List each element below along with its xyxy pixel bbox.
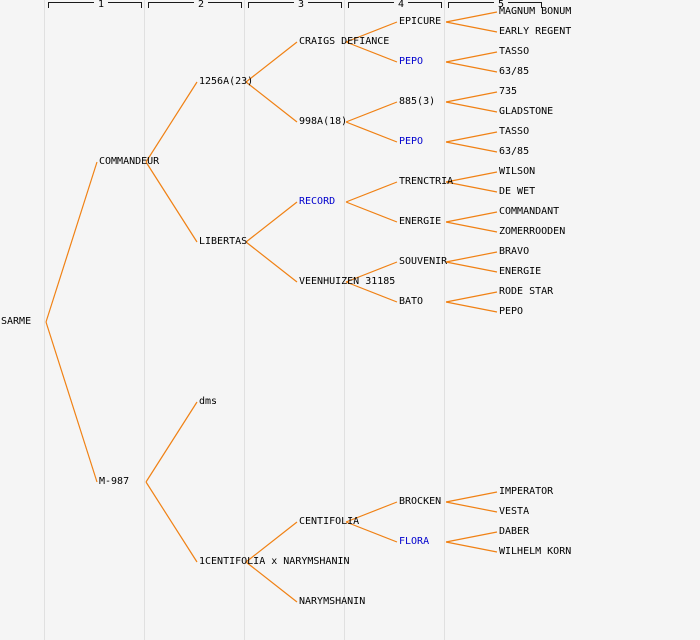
tree-node-1centifolia-x-narymshanin[interactable]: 1CENTIFOLIA x NARYMSHANIN [199, 556, 350, 567]
column-header-label: 5 [494, 0, 508, 10]
tree-node-energie-2[interactable]: ENERGIE [499, 266, 542, 277]
tree-node-wilson[interactable]: WILSON [499, 166, 536, 177]
tree-edge [445, 541, 498, 553]
column-gridline [444, 0, 445, 640]
tree-edge [345, 121, 398, 143]
tree-node-de-wet[interactable]: DE WET [499, 186, 536, 197]
tree-node-imperator[interactable]: IMPERATOR [499, 486, 554, 497]
tree-node-commandant[interactable]: COMMANDANT [499, 206, 560, 217]
tree-edge [245, 521, 298, 563]
tree-node-wilhelm-korn[interactable]: WILHELM KORN [499, 546, 572, 557]
tree-node-gladstone[interactable]: GLADSTONE [499, 106, 554, 117]
tree-edge [245, 241, 298, 283]
tree-node-commandeur[interactable]: COMMANDEUR [99, 156, 160, 167]
tree-node-zomerrooden[interactable]: ZOMERROODEN [499, 226, 566, 237]
tree-node-vesta[interactable]: VESTA [499, 506, 530, 517]
tree-node-craigs-defiance[interactable]: CRAIGS DEFIANCE [299, 36, 390, 47]
tree-node-sarme[interactable]: SARME [1, 316, 32, 327]
tree-edge [245, 41, 298, 83]
tree-edge [445, 491, 498, 503]
tree-node-pepo-2[interactable]: PEPO [399, 136, 424, 147]
tree-node-libertas[interactable]: LIBERTAS [199, 236, 248, 247]
tree-edge [145, 81, 198, 163]
column-gridline [344, 0, 345, 640]
tree-edge [145, 401, 198, 483]
tree-edge [445, 531, 498, 543]
tree-node-bato[interactable]: BATO [399, 296, 424, 307]
tree-edge [445, 131, 498, 143]
tree-node-energie-1[interactable]: ENERGIE [399, 216, 442, 227]
tree-edge [45, 161, 98, 323]
tree-edge [445, 251, 498, 263]
tree-edge [345, 261, 398, 283]
tree-node-magnum-bonum[interactable]: MAGNUM BONUM [499, 6, 572, 17]
tree-node-record[interactable]: RECORD [299, 196, 336, 207]
column-header-label: 3 [294, 0, 308, 10]
tree-node-m-987[interactable]: M-987 [99, 476, 130, 487]
tree-edge [245, 561, 298, 603]
tree-node-tasso-1[interactable]: TASSO [499, 46, 530, 57]
tree-node-bravo[interactable]: BRAVO [499, 246, 530, 257]
tree-edge [445, 221, 498, 233]
tree-node-narymshanin[interactable]: NARYMSHANIN [299, 596, 366, 607]
tree-node-epicure[interactable]: EPICURE [399, 16, 442, 27]
tree-node-pepo-3[interactable]: PEPO [499, 306, 524, 317]
tree-edge [345, 101, 398, 123]
tree-node-1256a-23[interactable]: 1256A(23) [199, 76, 254, 87]
tree-edge [145, 161, 198, 243]
tree-edge [345, 41, 398, 63]
tree-edge [145, 481, 198, 563]
column-header-label: 4 [394, 0, 408, 10]
tree-node-daber[interactable]: DABER [499, 526, 530, 537]
tree-node-veenhuizen-31185[interactable]: VEENHUIZEN 31185 [299, 276, 396, 287]
tree-edge [445, 181, 498, 193]
tree-edge [445, 101, 498, 113]
tree-node-souvenir[interactable]: SOUVENIR [399, 256, 448, 267]
tree-edge [445, 61, 498, 73]
tree-node-early-regent[interactable]: EARLY REGENT [499, 26, 572, 37]
tree-node-63-85-1[interactable]: 63/85 [499, 66, 530, 77]
column-gridline [44, 0, 45, 640]
tree-edge [445, 91, 498, 103]
tree-node-centifolia[interactable]: CENTIFOLIA [299, 516, 360, 527]
tree-edge [445, 11, 498, 23]
tree-node-998a-18[interactable]: 998A(18) [299, 116, 348, 127]
tree-node-735[interactable]: 735 [499, 86, 518, 97]
tree-edge [345, 21, 398, 43]
tree-edge [445, 141, 498, 153]
tree-node-63-85-2[interactable]: 63/85 [499, 146, 530, 157]
tree-edge [445, 501, 498, 513]
tree-edge [445, 291, 498, 303]
tree-node-dms[interactable]: dms [199, 396, 218, 407]
tree-edge [245, 201, 298, 243]
tree-edge [345, 501, 398, 523]
tree-edge [445, 51, 498, 63]
tree-node-trenctria[interactable]: TRENCTRIA [399, 176, 454, 187]
column-header-label: 1 [94, 0, 108, 10]
tree-node-pepo-1[interactable]: PEPO [399, 56, 424, 67]
tree-node-flora[interactable]: FLORA [399, 536, 430, 547]
column-gridline [244, 0, 245, 640]
tree-node-rode-star[interactable]: RODE STAR [499, 286, 554, 297]
tree-edge [245, 81, 298, 123]
column-gridline [144, 0, 145, 640]
tree-edge [445, 211, 498, 223]
tree-edge [445, 301, 498, 313]
tree-edge [345, 521, 398, 543]
tree-edge [45, 321, 98, 483]
tree-edge [445, 261, 498, 273]
tree-node-885-3[interactable]: 885(3) [399, 96, 436, 107]
column-header-label: 2 [194, 0, 208, 10]
tree-edge [345, 181, 398, 203]
tree-node-tasso-2[interactable]: TASSO [499, 126, 530, 137]
tree-edge [345, 281, 398, 303]
tree-node-brocken[interactable]: BROCKEN [399, 496, 442, 507]
tree-edge [445, 21, 498, 33]
tree-edge [345, 201, 398, 223]
tree-edge [445, 171, 498, 183]
